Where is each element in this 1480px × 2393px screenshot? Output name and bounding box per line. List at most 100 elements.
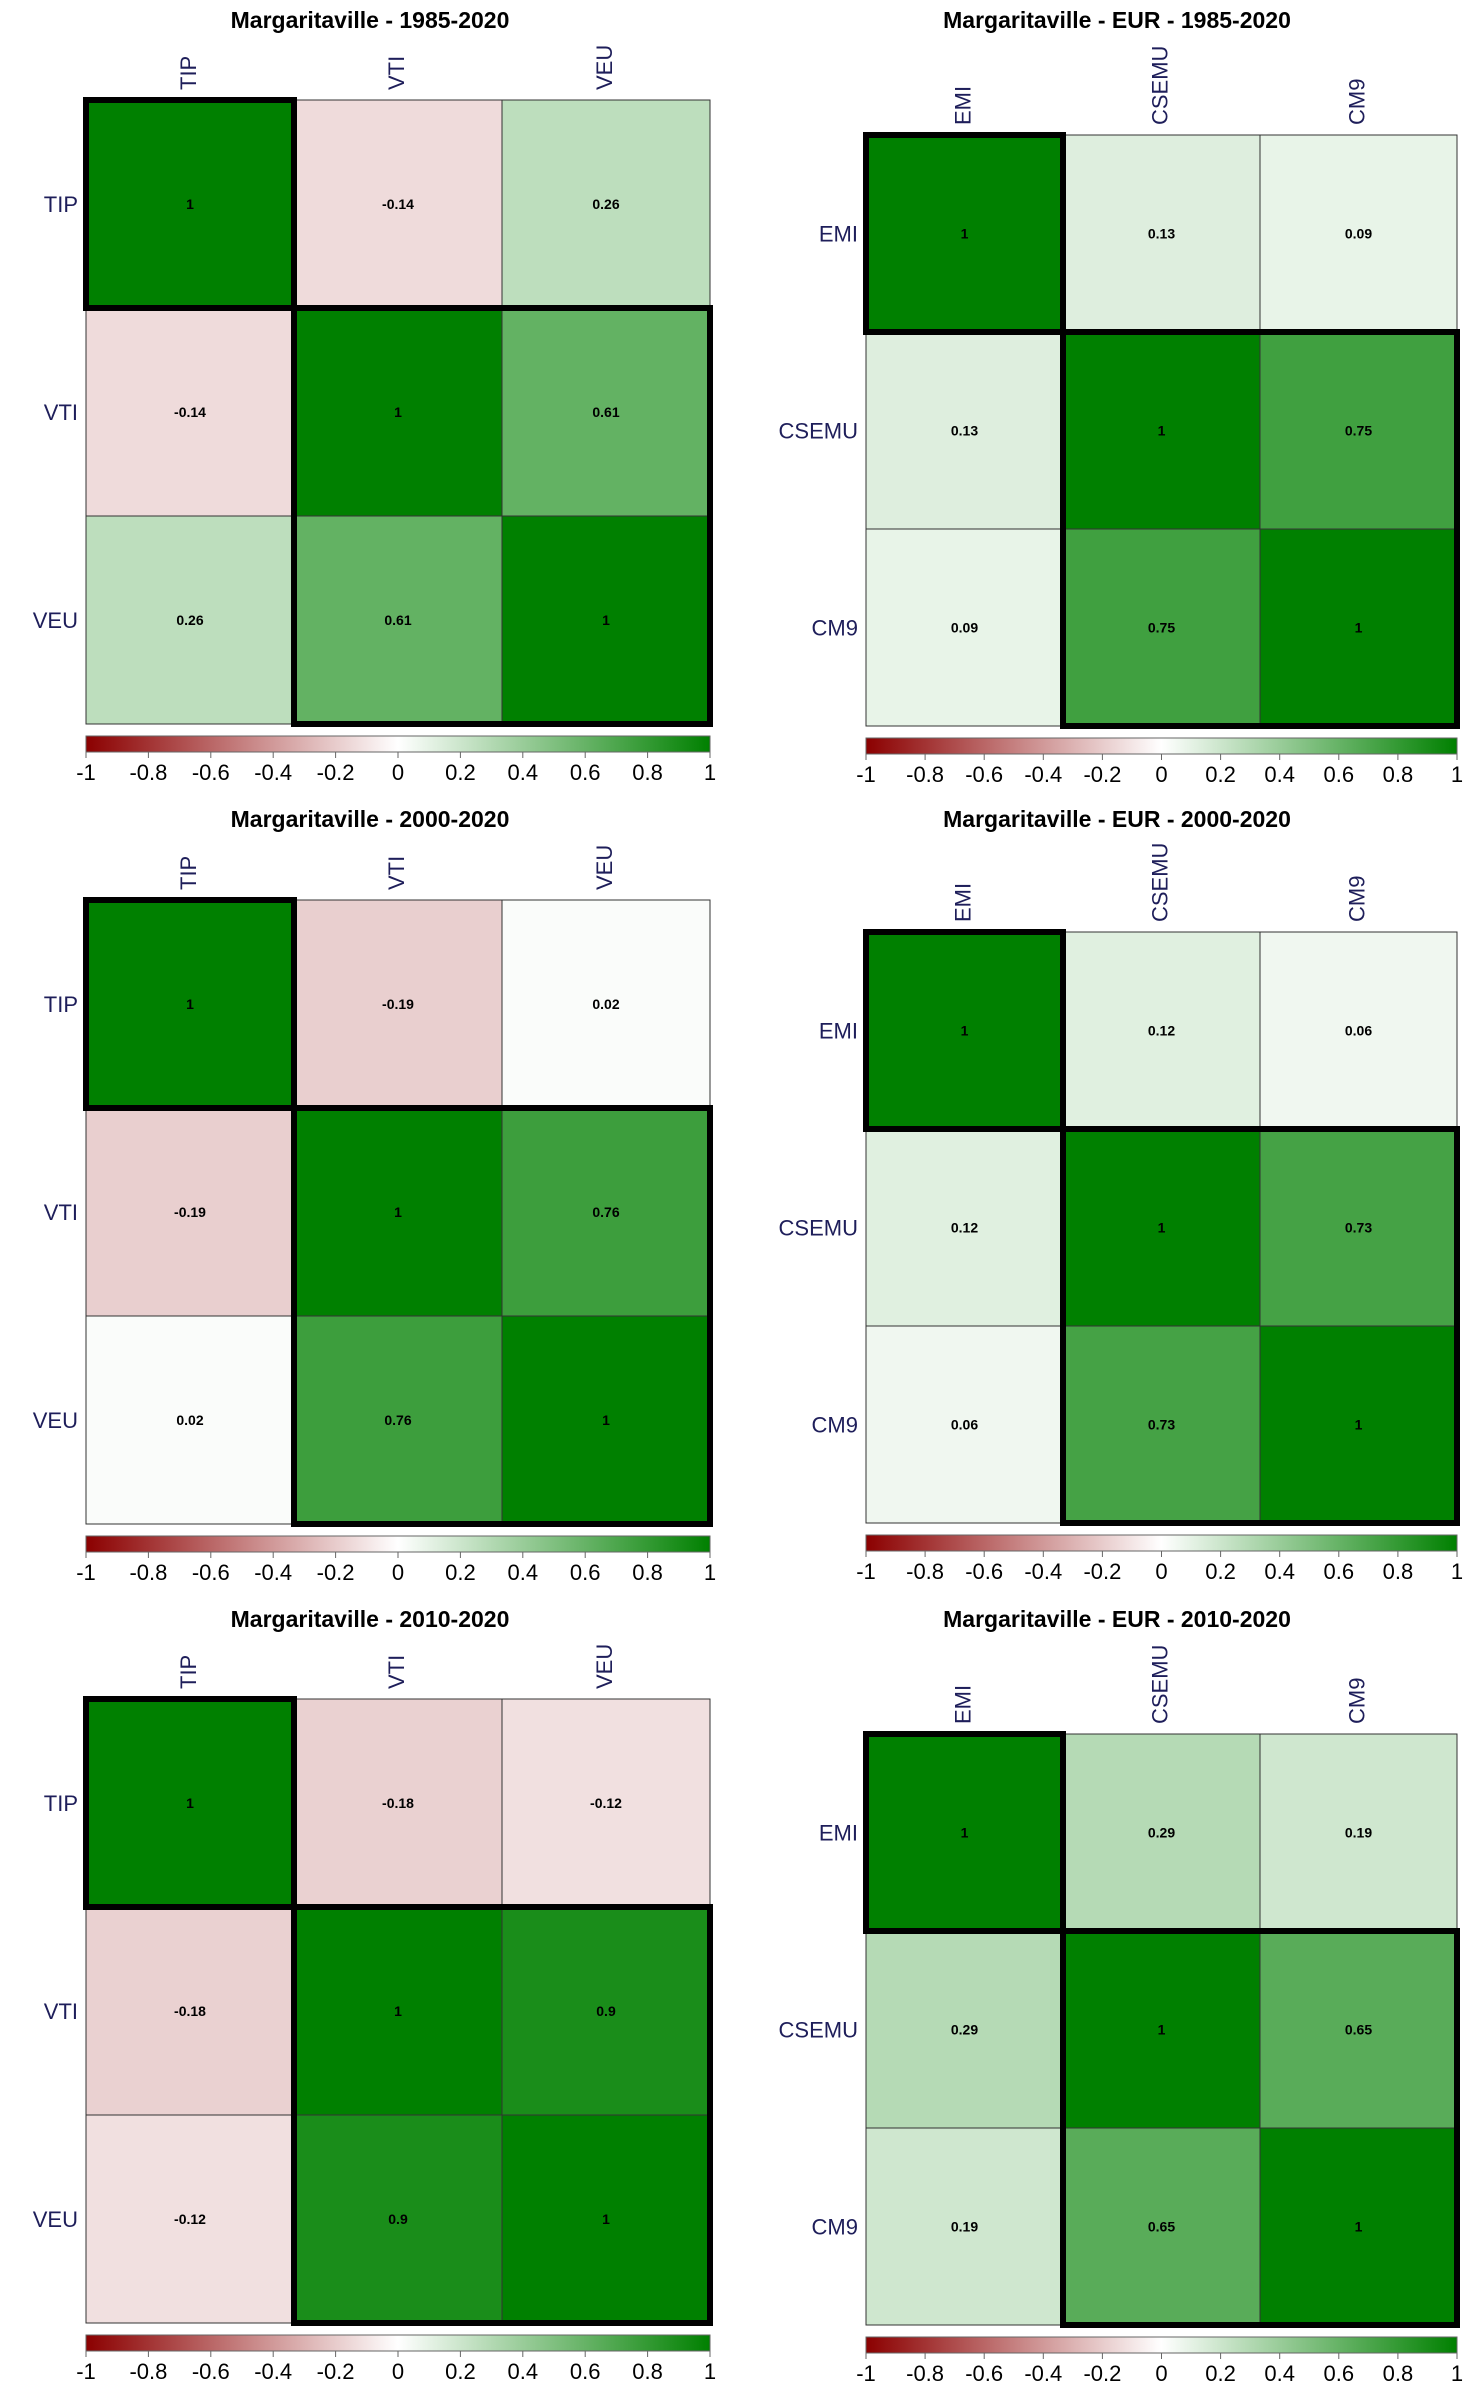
heatmap-cell: [501, 899, 711, 1109]
cluster-outline: [291, 1105, 713, 1527]
cell-value-label: 0.02: [176, 1412, 203, 1428]
column-label: VEU: [592, 45, 617, 90]
cell-value-label: 1: [961, 1023, 969, 1039]
cluster-outline: [291, 305, 713, 727]
cluster-outline: [83, 1696, 297, 1910]
cell-value-label: 0.06: [951, 1417, 978, 1433]
heatmap-cell: [85, 2114, 295, 2324]
column-label: EMI: [950, 883, 975, 922]
legend-tick-label: 0: [392, 2359, 404, 2384]
legend-tick-label: 0.2: [445, 1560, 476, 1585]
cell-value-label: 0.29: [951, 2022, 978, 2038]
heatmap-cell: [501, 1107, 711, 1317]
legend-tick-label: 0.8: [632, 2359, 663, 2384]
heatmap-cell: [865, 2127, 1064, 2326]
cell-value-label: -0.14: [382, 196, 414, 212]
cell-value-label: 0.26: [176, 612, 203, 628]
heatmap-cell: [85, 515, 295, 725]
color-legend-bar: [85, 1535, 711, 1553]
legend-tick-label: 0.8: [1383, 762, 1414, 787]
color-legend-bar: [85, 735, 711, 753]
heatmap-cell: [865, 1128, 1064, 1327]
legend-tick-label: -0.4: [1024, 762, 1062, 787]
legend-tick-label: 0.4: [1264, 2361, 1295, 2386]
legend-tick-label: 0.2: [445, 2359, 476, 2384]
legend-tick-label: 1: [1451, 1559, 1463, 1584]
legend-tick-label: 0.2: [1205, 1559, 1236, 1584]
cell-value-label: 0.76: [592, 1204, 619, 1220]
cell-value-label: 0.13: [951, 423, 978, 439]
cell-value-label: 0.19: [951, 2219, 978, 2235]
heatmap-cell: [1062, 528, 1261, 727]
legend-tick-label: 0.6: [1324, 2361, 1355, 2386]
heatmap-cell: [1062, 2127, 1261, 2326]
legend-tick-label: 0.6: [570, 2359, 601, 2384]
legend-tick-label: 0.4: [508, 1560, 539, 1585]
legend-tick-label: 0.2: [1205, 762, 1236, 787]
cell-value-label: 1: [394, 2003, 402, 2019]
legend-tick-label: 1: [1451, 762, 1463, 787]
heatmap-cell: [293, 515, 503, 725]
row-label: EMI: [819, 1019, 858, 1044]
legend-tick-label: 0: [392, 1560, 404, 1585]
cell-value-label: 1: [1158, 423, 1166, 439]
legend-tick-label: -0.6: [965, 1559, 1003, 1584]
cluster-outline: [1060, 1928, 1460, 2328]
cell-value-label: 0.06: [1345, 1023, 1372, 1039]
cell-value-label: 0.19: [1345, 1825, 1372, 1841]
color-legend-bar: [865, 2336, 1458, 2354]
color-legend-bar: [85, 2334, 711, 2352]
legend-tick-label: -0.4: [254, 760, 292, 785]
row-label: TIP: [44, 992, 78, 1017]
column-label: TIP: [176, 1655, 201, 1689]
legend-tick-label: 0.4: [1264, 762, 1295, 787]
cluster-outline: [863, 1731, 1066, 1934]
correlation-panel: Margaritaville - EUR - 1985-2020 EMI CSEMU…: [779, 7, 1464, 787]
cell-value-label: 0.75: [1148, 620, 1175, 636]
cell-value-label: 0.65: [1148, 2219, 1175, 2235]
heatmap-cell: [85, 1315, 295, 1525]
column-label: CM9: [1344, 79, 1369, 125]
legend-tick-label: -0.4: [1024, 2361, 1062, 2386]
heatmap-cell: [501, 99, 711, 309]
legend-tick-label: 0.6: [1324, 1559, 1355, 1584]
legend-tick-label: 0.6: [1324, 762, 1355, 787]
legend-tick-label: 0: [1155, 762, 1167, 787]
legend-tick-label: -0.6: [192, 1560, 230, 1585]
cell-value-label: 0.13: [1148, 226, 1175, 242]
cluster-outline: [863, 929, 1066, 1132]
legend-tick-label: 0: [1155, 2361, 1167, 2386]
legend-tick-label: -0.6: [965, 762, 1003, 787]
cluster-outline: [83, 897, 297, 1111]
legend-tick-label: 1: [704, 760, 716, 785]
cell-value-label: 1: [186, 996, 194, 1012]
row-label: VEU: [33, 2207, 78, 2232]
legend-tick-label: 1: [704, 2359, 716, 2384]
row-label: CM9: [812, 616, 858, 641]
chart-title: Margaritaville - 2000-2020: [231, 806, 510, 832]
legend-tick-label: -0.2: [1083, 1559, 1121, 1584]
column-label: VTI: [384, 856, 409, 890]
legend-tick-label: -1: [856, 2361, 876, 2386]
row-label: VTI: [44, 1999, 78, 2024]
cluster-outline: [1060, 329, 1460, 729]
heatmap-cell: [1259, 528, 1458, 727]
heatmap-cell: [501, 2114, 711, 2324]
legend-tick-label: -0.8: [129, 1560, 167, 1585]
legend-tick-label: 0.8: [632, 1560, 663, 1585]
cell-value-label: 0.09: [1345, 226, 1372, 242]
row-label: VTI: [44, 1200, 78, 1225]
heatmap-cell: [1259, 1930, 1458, 2129]
heatmap-cell: [1062, 331, 1261, 530]
heatmap-cell: [1062, 1733, 1261, 1932]
cell-value-label: 0.09: [951, 620, 978, 636]
cell-value-label: 0.02: [592, 996, 619, 1012]
heatmap-cell: [293, 1906, 503, 2116]
chart-title: Margaritaville - 2010-2020: [231, 1606, 510, 1632]
cell-value-label: 1: [602, 2211, 610, 2227]
cell-value-label: 1: [1355, 2219, 1363, 2235]
heatmap-cell: [1259, 331, 1458, 530]
cell-value-label: 0.26: [592, 196, 619, 212]
heatmap-cell: [293, 899, 503, 1109]
chart-title: Margaritaville - 1985-2020: [231, 7, 510, 33]
